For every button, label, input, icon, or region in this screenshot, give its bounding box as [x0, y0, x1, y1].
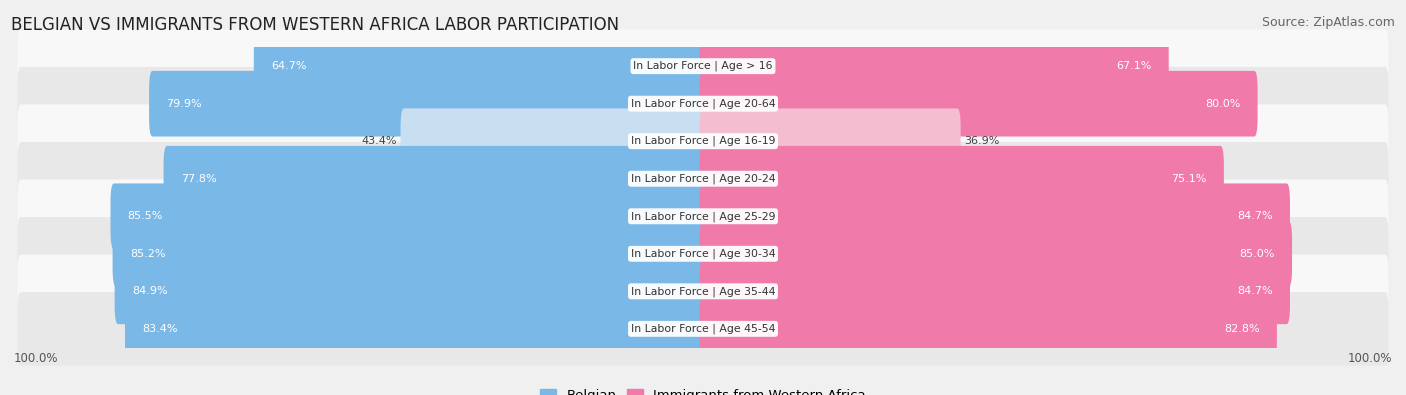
FancyBboxPatch shape: [700, 108, 960, 174]
FancyBboxPatch shape: [700, 296, 1277, 362]
FancyBboxPatch shape: [115, 258, 706, 324]
Text: 84.7%: 84.7%: [1237, 286, 1272, 296]
FancyBboxPatch shape: [149, 71, 706, 137]
Text: In Labor Force | Age 35-44: In Labor Force | Age 35-44: [631, 286, 775, 297]
Text: In Labor Force | Age 20-64: In Labor Force | Age 20-64: [631, 98, 775, 109]
Text: 85.2%: 85.2%: [129, 249, 166, 259]
FancyBboxPatch shape: [700, 258, 1289, 324]
Text: 84.9%: 84.9%: [132, 286, 167, 296]
FancyBboxPatch shape: [17, 292, 1389, 366]
Text: Source: ZipAtlas.com: Source: ZipAtlas.com: [1261, 16, 1395, 29]
Text: In Labor Force | Age 30-34: In Labor Force | Age 30-34: [631, 248, 775, 259]
FancyBboxPatch shape: [17, 104, 1389, 178]
FancyBboxPatch shape: [112, 221, 706, 287]
Text: 43.4%: 43.4%: [361, 136, 396, 146]
Text: 36.9%: 36.9%: [965, 136, 1000, 146]
Text: In Labor Force | Age > 16: In Labor Force | Age > 16: [633, 61, 773, 71]
FancyBboxPatch shape: [700, 71, 1257, 137]
Text: 100.0%: 100.0%: [14, 352, 59, 365]
Text: In Labor Force | Age 20-24: In Labor Force | Age 20-24: [631, 173, 775, 184]
FancyBboxPatch shape: [17, 142, 1389, 216]
Text: In Labor Force | Age 25-29: In Labor Force | Age 25-29: [631, 211, 775, 222]
Text: 84.7%: 84.7%: [1237, 211, 1272, 221]
FancyBboxPatch shape: [700, 221, 1292, 287]
FancyBboxPatch shape: [163, 146, 706, 212]
Text: 64.7%: 64.7%: [271, 61, 307, 71]
FancyBboxPatch shape: [401, 108, 706, 174]
FancyBboxPatch shape: [17, 67, 1389, 141]
Text: 77.8%: 77.8%: [181, 174, 217, 184]
FancyBboxPatch shape: [111, 183, 706, 249]
Text: 80.0%: 80.0%: [1205, 99, 1240, 109]
Text: In Labor Force | Age 45-54: In Labor Force | Age 45-54: [631, 324, 775, 334]
FancyBboxPatch shape: [254, 33, 706, 99]
FancyBboxPatch shape: [17, 29, 1389, 103]
Text: 79.9%: 79.9%: [166, 99, 202, 109]
FancyBboxPatch shape: [700, 183, 1289, 249]
FancyBboxPatch shape: [17, 179, 1389, 253]
Text: 100.0%: 100.0%: [1347, 352, 1392, 365]
Text: 85.5%: 85.5%: [128, 211, 163, 221]
FancyBboxPatch shape: [125, 296, 706, 362]
Legend: Belgian, Immigrants from Western Africa: Belgian, Immigrants from Western Africa: [534, 384, 872, 395]
FancyBboxPatch shape: [17, 254, 1389, 328]
FancyBboxPatch shape: [700, 33, 1168, 99]
FancyBboxPatch shape: [17, 217, 1389, 291]
Text: 82.8%: 82.8%: [1225, 324, 1260, 334]
Text: In Labor Force | Age 16-19: In Labor Force | Age 16-19: [631, 136, 775, 147]
Text: 67.1%: 67.1%: [1116, 61, 1152, 71]
Text: 75.1%: 75.1%: [1171, 174, 1206, 184]
Text: 83.4%: 83.4%: [142, 324, 177, 334]
FancyBboxPatch shape: [700, 146, 1223, 212]
Text: BELGIAN VS IMMIGRANTS FROM WESTERN AFRICA LABOR PARTICIPATION: BELGIAN VS IMMIGRANTS FROM WESTERN AFRIC…: [11, 16, 620, 34]
Text: 85.0%: 85.0%: [1240, 249, 1275, 259]
